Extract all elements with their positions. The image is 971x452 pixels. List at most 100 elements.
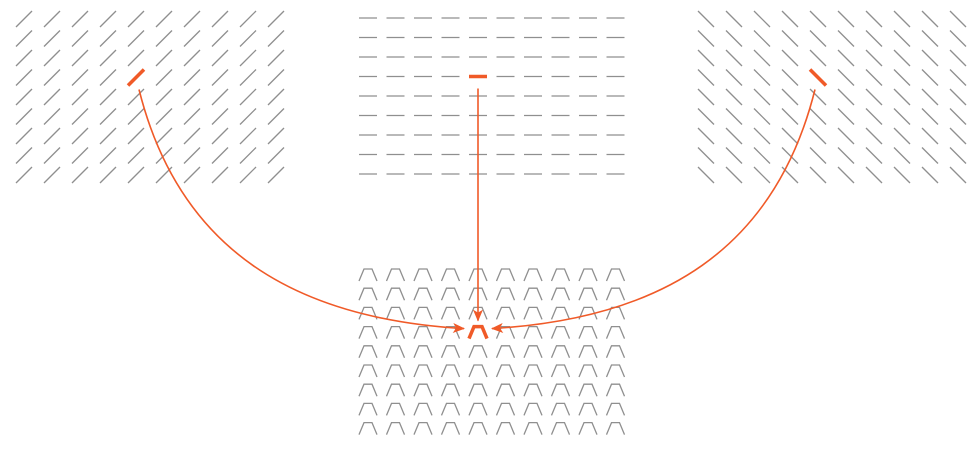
texture-forward-slash	[155, 69, 173, 86]
texture-back-slash	[809, 127, 827, 145]
texture-back-slash	[949, 88, 967, 106]
texture-trapezoid	[358, 287, 378, 301]
texture-trapezoid	[468, 345, 488, 359]
texture-back-slash	[865, 166, 883, 184]
texture-forward-slash	[15, 127, 33, 145]
texture-forward-slash	[211, 88, 229, 106]
texture-back-slash	[865, 49, 883, 67]
texture-back-slash	[753, 49, 771, 67]
texture-trapezoid	[605, 364, 626, 378]
combined-trapezoid-panel	[358, 268, 626, 435]
texture-trapezoid	[495, 364, 516, 378]
texture-trapezoid	[605, 383, 626, 397]
arrows-layer	[138, 88, 816, 333]
texture-back-slash	[809, 10, 827, 28]
texture-back-slash	[865, 69, 883, 86]
texture-forward-slash	[127, 10, 145, 28]
texture-back-slash	[809, 108, 827, 125]
texture-forward-slash	[155, 127, 173, 145]
texture-forward-slash	[211, 69, 229, 86]
texture-trapezoid	[578, 325, 598, 339]
diagonal-lines-panel	[15, 10, 285, 184]
texture-trapezoid	[495, 383, 516, 397]
texture-forward-slash	[239, 166, 257, 184]
texture-trapezoid	[495, 306, 516, 320]
texture-back-slash	[893, 10, 911, 28]
texture-trapezoid	[440, 364, 461, 378]
texture-forward-slash	[71, 108, 89, 125]
highlight-forward-slash	[126, 68, 146, 87]
texture-back-slash	[781, 108, 799, 125]
texture-trapezoid	[385, 287, 406, 301]
arrow-left-to-bottom	[138, 89, 465, 333]
texture-forward-slash	[267, 88, 285, 106]
texture-back-slash	[865, 10, 883, 28]
texture-back-slash	[753, 30, 771, 47]
texture-forward-slash	[183, 127, 201, 145]
texture-forward-slash	[183, 69, 201, 86]
texture-trapezoid	[413, 268, 433, 282]
texture-forward-slash	[183, 88, 201, 106]
texture-back-slash	[893, 127, 911, 145]
texture-forward-slash	[211, 127, 229, 145]
texture-trapezoid	[605, 421, 626, 435]
texture-trapezoid	[358, 421, 378, 435]
texture-forward-slash	[71, 49, 89, 67]
texture-back-slash	[697, 30, 715, 47]
texture-forward-slash	[127, 166, 145, 184]
texture-back-slash	[753, 69, 771, 86]
texture-trapezoid	[495, 402, 516, 416]
texture-trapezoid	[358, 402, 378, 416]
texture-trapezoid	[495, 268, 516, 282]
texture-forward-slash	[15, 166, 33, 184]
texture-trapezoid	[358, 364, 378, 378]
texture-forward-slash	[239, 108, 257, 125]
texture-trapezoid	[468, 421, 488, 435]
texture-back-slash	[865, 88, 883, 106]
texture-forward-slash	[183, 166, 201, 184]
texture-trapezoid	[440, 402, 461, 416]
texture-back-slash	[753, 108, 771, 125]
texture-trapezoid	[495, 345, 516, 359]
texture-back-slash	[949, 166, 967, 184]
texture-forward-slash	[211, 108, 229, 125]
texture-back-slash	[697, 147, 715, 164]
texture-trapezoid	[578, 345, 598, 359]
texture-back-slash	[921, 69, 939, 86]
texture-forward-slash	[211, 49, 229, 67]
texture-trapezoid	[413, 325, 433, 339]
texture-back-slash	[753, 147, 771, 164]
texture-forward-slash	[127, 147, 145, 164]
texture-back-slash	[949, 10, 967, 28]
texture-back-slash	[697, 69, 715, 86]
texture-back-slash	[893, 69, 911, 86]
texture-trapezoid	[605, 402, 626, 416]
texture-forward-slash	[155, 30, 173, 47]
texture-forward-slash	[43, 69, 61, 86]
texture-back-slash	[725, 127, 743, 145]
texture-back-slash	[949, 69, 967, 86]
texture-back-slash	[893, 166, 911, 184]
texture-trapezoid	[550, 421, 571, 435]
texture-forward-slash	[71, 10, 89, 28]
texture-forward-slash	[267, 108, 285, 125]
texture-trapezoid	[358, 383, 378, 397]
texture-forward-slash	[239, 88, 257, 106]
texture-forward-slash	[15, 69, 33, 86]
texture-forward-slash	[267, 49, 285, 67]
texture-back-slash	[837, 30, 855, 47]
texture-back-slash	[725, 69, 743, 86]
texture-forward-slash	[43, 147, 61, 164]
texture-forward-slash	[43, 10, 61, 28]
texture-forward-slash	[239, 69, 257, 86]
texture-trapezoid	[605, 325, 626, 339]
texture-forward-slash	[239, 10, 257, 28]
texture-forward-slash	[99, 88, 117, 106]
texture-back-slash	[697, 127, 715, 145]
texture-trapezoid	[440, 421, 461, 435]
texture-trapezoid	[495, 287, 516, 301]
texture-forward-slash	[15, 30, 33, 47]
texture-forward-slash	[127, 30, 145, 47]
texture-trapezoid	[385, 364, 406, 378]
